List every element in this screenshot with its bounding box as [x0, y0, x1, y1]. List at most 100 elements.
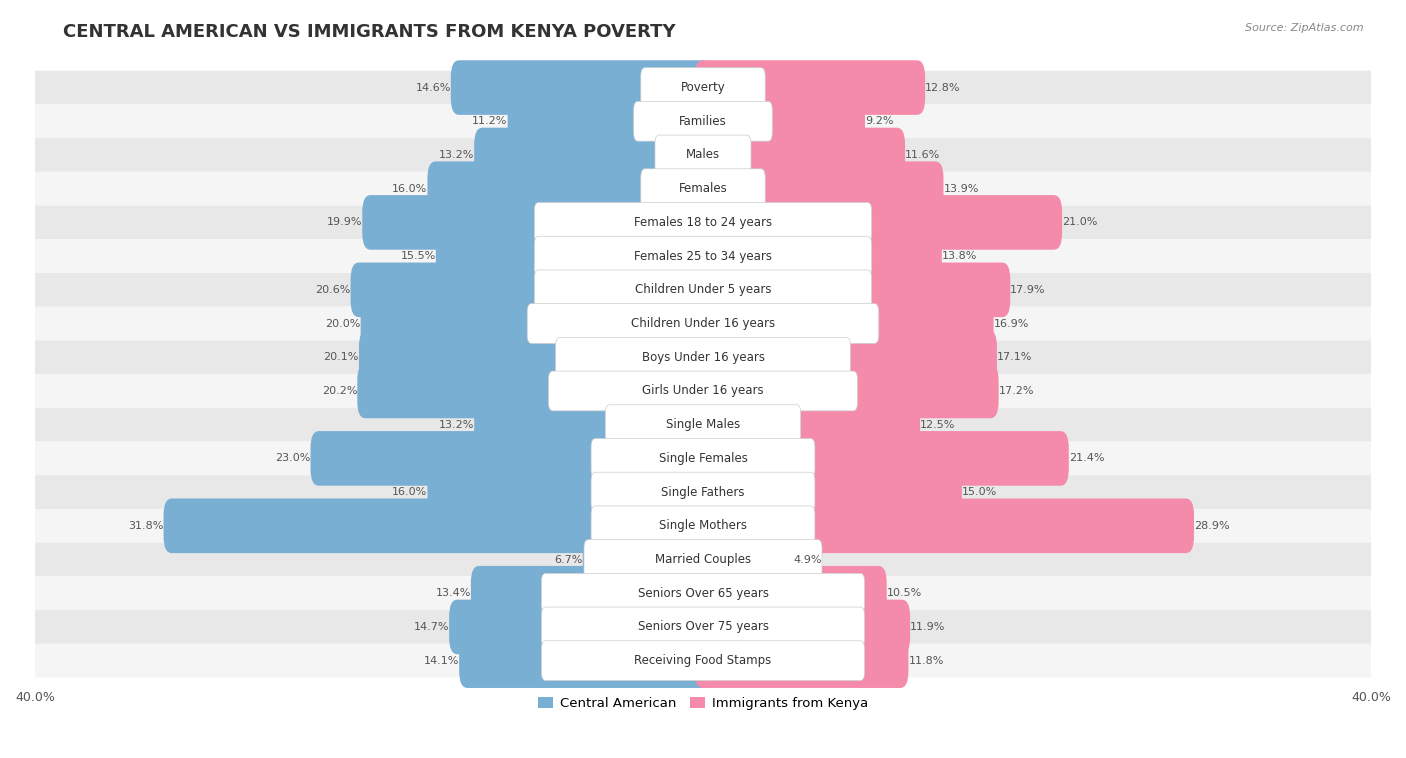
FancyBboxPatch shape — [695, 600, 910, 654]
FancyBboxPatch shape — [0, 105, 1406, 138]
Text: 13.2%: 13.2% — [439, 150, 474, 160]
Text: 6.7%: 6.7% — [554, 555, 582, 565]
Text: 11.2%: 11.2% — [472, 116, 508, 127]
FancyBboxPatch shape — [641, 67, 765, 108]
FancyBboxPatch shape — [0, 205, 1406, 240]
FancyBboxPatch shape — [541, 641, 865, 681]
FancyBboxPatch shape — [582, 532, 711, 587]
FancyBboxPatch shape — [695, 364, 998, 418]
Text: Source: ZipAtlas.com: Source: ZipAtlas.com — [1246, 23, 1364, 33]
Text: 28.9%: 28.9% — [1194, 521, 1230, 531]
Text: 12.5%: 12.5% — [920, 420, 956, 430]
Text: Single Mothers: Single Mothers — [659, 519, 747, 532]
FancyBboxPatch shape — [0, 543, 1406, 576]
Text: 20.6%: 20.6% — [315, 285, 350, 295]
Text: 17.2%: 17.2% — [998, 386, 1035, 396]
FancyBboxPatch shape — [695, 499, 1194, 553]
Text: 20.0%: 20.0% — [325, 318, 360, 328]
Text: Seniors Over 75 years: Seniors Over 75 years — [637, 621, 769, 634]
FancyBboxPatch shape — [359, 330, 711, 384]
Text: 13.8%: 13.8% — [942, 251, 977, 261]
FancyBboxPatch shape — [0, 374, 1406, 408]
FancyBboxPatch shape — [695, 465, 962, 519]
Text: Single Fathers: Single Fathers — [661, 486, 745, 499]
Text: 10.5%: 10.5% — [887, 588, 922, 598]
FancyBboxPatch shape — [695, 634, 908, 688]
FancyBboxPatch shape — [695, 195, 1062, 249]
FancyBboxPatch shape — [360, 296, 711, 351]
FancyBboxPatch shape — [0, 408, 1406, 442]
FancyBboxPatch shape — [695, 397, 920, 452]
FancyBboxPatch shape — [427, 465, 711, 519]
FancyBboxPatch shape — [0, 307, 1406, 340]
FancyBboxPatch shape — [606, 405, 800, 445]
Text: 15.0%: 15.0% — [962, 487, 997, 497]
FancyBboxPatch shape — [0, 644, 1406, 678]
Text: Females 18 to 24 years: Females 18 to 24 years — [634, 216, 772, 229]
Text: Children Under 5 years: Children Under 5 years — [634, 283, 772, 296]
Text: Children Under 16 years: Children Under 16 years — [631, 317, 775, 330]
Text: Females 25 to 34 years: Females 25 to 34 years — [634, 249, 772, 262]
Text: 23.0%: 23.0% — [276, 453, 311, 463]
Text: Girls Under 16 years: Girls Under 16 years — [643, 384, 763, 397]
FancyBboxPatch shape — [0, 509, 1406, 543]
FancyBboxPatch shape — [541, 573, 865, 613]
FancyBboxPatch shape — [583, 540, 823, 579]
Text: Families: Families — [679, 114, 727, 128]
FancyBboxPatch shape — [350, 262, 711, 317]
FancyBboxPatch shape — [0, 240, 1406, 273]
Text: 13.2%: 13.2% — [439, 420, 474, 430]
FancyBboxPatch shape — [548, 371, 858, 411]
FancyBboxPatch shape — [0, 475, 1406, 509]
Text: Receiving Food Stamps: Receiving Food Stamps — [634, 654, 772, 667]
FancyBboxPatch shape — [460, 634, 711, 688]
Text: 12.8%: 12.8% — [925, 83, 960, 92]
Text: 9.2%: 9.2% — [865, 116, 893, 127]
Text: Seniors Over 65 years: Seniors Over 65 years — [637, 587, 769, 600]
FancyBboxPatch shape — [311, 431, 711, 486]
Text: Poverty: Poverty — [681, 81, 725, 94]
FancyBboxPatch shape — [363, 195, 711, 249]
Text: CENTRAL AMERICAN VS IMMIGRANTS FROM KENYA POVERTY: CENTRAL AMERICAN VS IMMIGRANTS FROM KENY… — [63, 23, 676, 41]
FancyBboxPatch shape — [695, 330, 997, 384]
FancyBboxPatch shape — [427, 161, 711, 216]
Text: 13.4%: 13.4% — [436, 588, 471, 598]
Text: Females: Females — [679, 182, 727, 196]
Text: 19.9%: 19.9% — [326, 218, 363, 227]
FancyBboxPatch shape — [471, 566, 711, 621]
Text: 11.9%: 11.9% — [910, 622, 945, 632]
Text: 16.0%: 16.0% — [392, 487, 427, 497]
FancyBboxPatch shape — [474, 127, 711, 182]
FancyBboxPatch shape — [508, 94, 711, 149]
FancyBboxPatch shape — [641, 169, 765, 208]
Text: 13.9%: 13.9% — [943, 183, 979, 194]
FancyBboxPatch shape — [591, 506, 815, 546]
FancyBboxPatch shape — [655, 135, 751, 175]
FancyBboxPatch shape — [695, 262, 1011, 317]
FancyBboxPatch shape — [695, 161, 943, 216]
FancyBboxPatch shape — [0, 172, 1406, 205]
FancyBboxPatch shape — [0, 273, 1406, 307]
Text: 16.9%: 16.9% — [994, 318, 1029, 328]
Text: 21.4%: 21.4% — [1069, 453, 1104, 463]
FancyBboxPatch shape — [634, 102, 772, 141]
FancyBboxPatch shape — [527, 304, 879, 343]
Text: Married Couples: Married Couples — [655, 553, 751, 566]
FancyBboxPatch shape — [695, 566, 887, 621]
Text: 16.0%: 16.0% — [392, 183, 427, 194]
Text: Boys Under 16 years: Boys Under 16 years — [641, 351, 765, 364]
FancyBboxPatch shape — [695, 431, 1069, 486]
FancyBboxPatch shape — [0, 442, 1406, 475]
FancyBboxPatch shape — [534, 270, 872, 310]
FancyBboxPatch shape — [0, 70, 1406, 105]
FancyBboxPatch shape — [695, 532, 793, 587]
Text: 17.9%: 17.9% — [1011, 285, 1046, 295]
Text: 31.8%: 31.8% — [128, 521, 163, 531]
FancyBboxPatch shape — [591, 438, 815, 478]
FancyBboxPatch shape — [695, 127, 905, 182]
FancyBboxPatch shape — [357, 364, 711, 418]
FancyBboxPatch shape — [695, 94, 865, 149]
FancyBboxPatch shape — [695, 296, 994, 351]
Text: 15.5%: 15.5% — [401, 251, 436, 261]
Text: 21.0%: 21.0% — [1062, 218, 1098, 227]
